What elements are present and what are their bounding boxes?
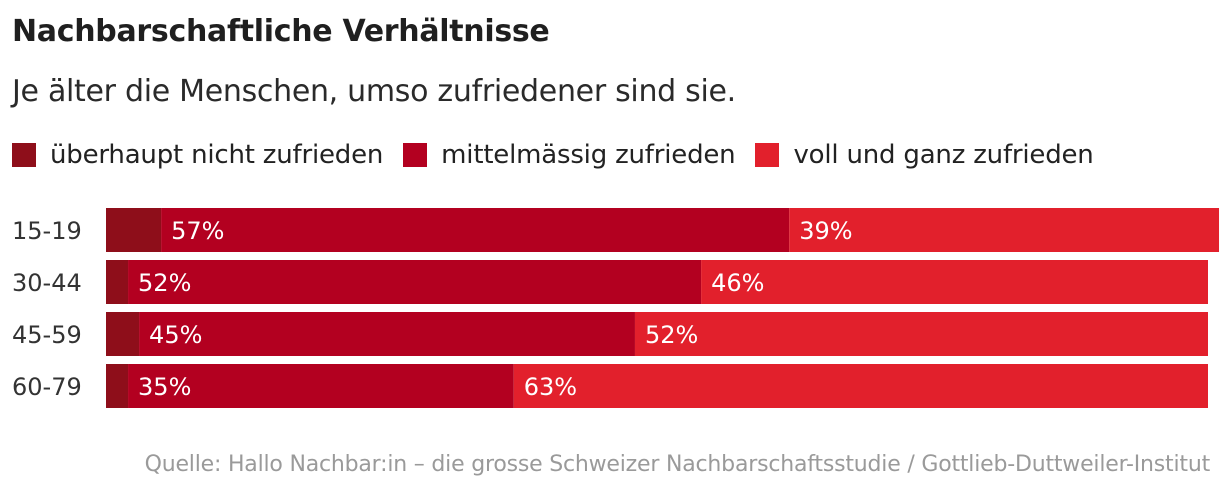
bar-value-label: 35% — [138, 373, 191, 401]
legend-item-ueberhaupt-nicht: überhaupt nicht zufrieden — [12, 140, 383, 170]
bar-segment — [513, 364, 1208, 408]
bar-value-label: 52% — [138, 269, 191, 297]
bar-segment — [789, 208, 1220, 252]
bar-segment — [634, 312, 1208, 356]
bar-value-label: 52% — [645, 321, 698, 349]
bar-value-label: 63% — [524, 373, 577, 401]
legend-label-ueberhaupt-nicht: überhaupt nicht zufrieden — [50, 140, 384, 170]
category-label: 15-19 — [12, 217, 82, 245]
legend-label-mittelmaessig: mittelmässig zufrieden — [441, 140, 736, 170]
chart-subtitle: Je älter die Menschen, umso zufriedener … — [12, 74, 736, 109]
chart-title: Nachbarschaftliche Verhältnisse — [12, 14, 550, 49]
legend: überhaupt nicht zufrieden mittelmässig z… — [12, 140, 1114, 170]
bar-value-label: 57% — [171, 217, 224, 245]
category-label: 45-59 — [12, 321, 82, 349]
bar-segment — [106, 312, 140, 356]
source-note: Quelle: Hallo Nachbar:in – die grosse Sc… — [144, 452, 1211, 477]
category-label: 30-44 — [12, 269, 82, 297]
bar-segment — [128, 364, 514, 408]
bar-value-label: 39% — [799, 217, 852, 245]
bar-segment — [106, 364, 129, 408]
legend-item-voll-und-ganz: voll und ganz zufrieden — [755, 140, 1094, 170]
legend-swatch-voll-und-ganz — [755, 143, 780, 167]
bar-value-label: 46% — [711, 269, 764, 297]
legend-swatch-mittelmaessig — [403, 143, 428, 167]
bar-segment — [106, 260, 129, 304]
bar-segment — [128, 260, 702, 304]
legend-item-mittelmaessig: mittelmässig zufrieden — [403, 140, 736, 170]
bar-segment — [139, 312, 635, 356]
bar-segment — [106, 208, 162, 252]
category-label: 60-79 — [12, 373, 82, 401]
legend-label-voll-und-ganz: voll und ganz zufrieden — [793, 140, 1094, 170]
bar-value-label: 45% — [149, 321, 202, 349]
bar-segment — [701, 260, 1208, 304]
stacked-bar-chart: 15-19 57% 39% 30-44 52% 46% 45-59 45% 52% 60-79 35… — [12, 208, 1220, 408]
legend-swatch-ueberhaupt-nicht — [12, 143, 36, 167]
bar-segment — [161, 208, 790, 252]
